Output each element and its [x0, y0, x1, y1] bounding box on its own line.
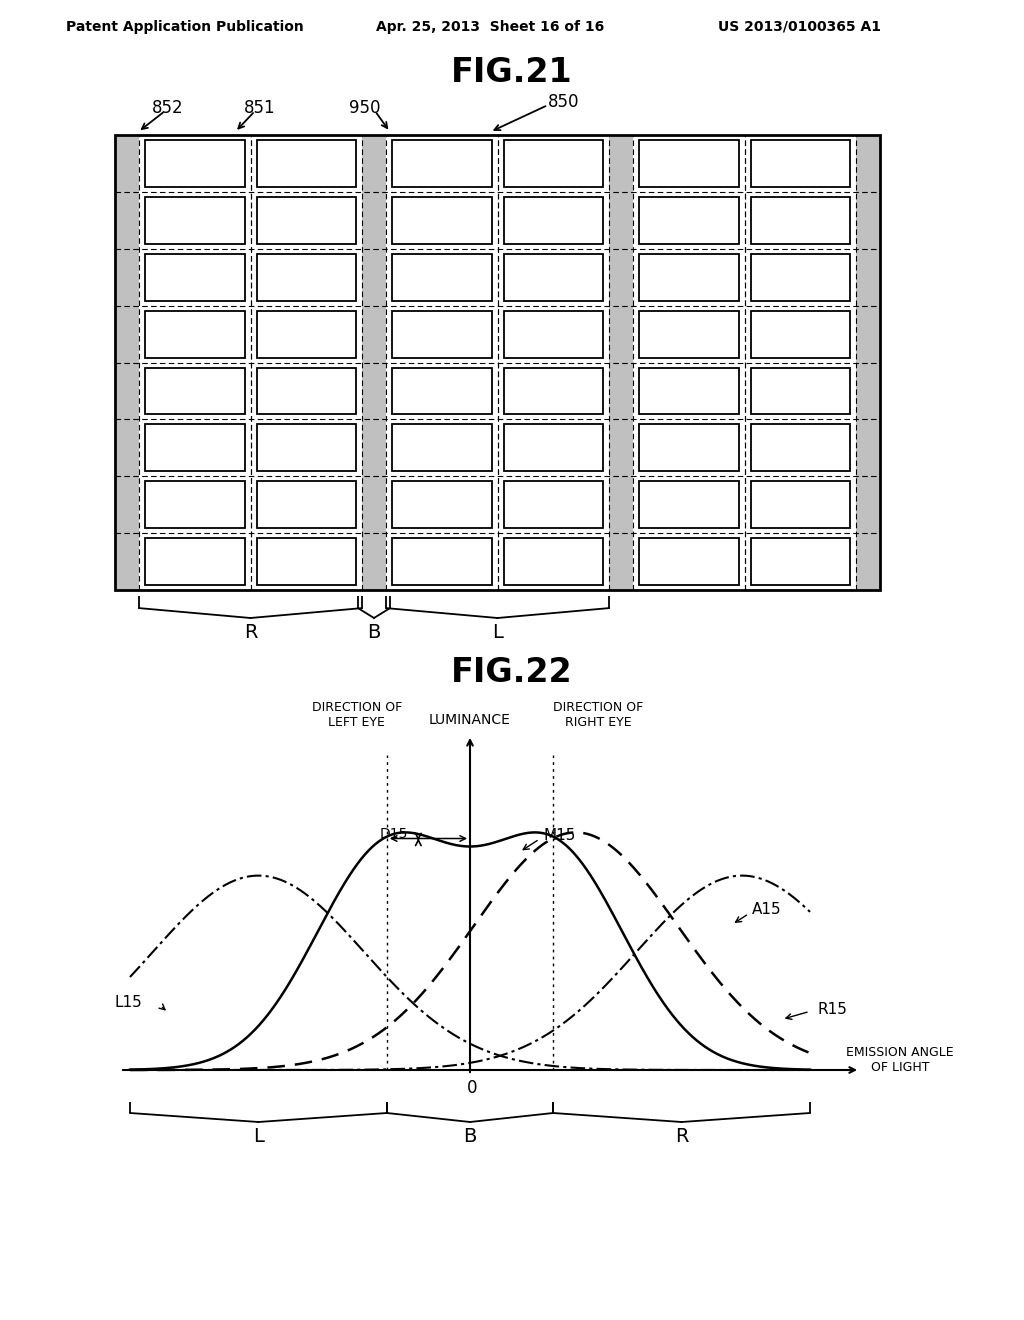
Text: B: B — [463, 1127, 477, 1147]
Bar — [145, 367, 245, 414]
Text: M15: M15 — [544, 829, 575, 843]
Bar — [504, 424, 603, 471]
Text: B: B — [368, 623, 381, 642]
Bar — [751, 140, 850, 187]
Bar — [639, 140, 738, 187]
Bar — [145, 140, 245, 187]
Bar — [256, 253, 356, 301]
Text: 851: 851 — [244, 99, 275, 117]
Bar — [504, 253, 603, 301]
Bar — [504, 197, 603, 244]
Bar — [639, 310, 738, 358]
Text: LUMINANCE: LUMINANCE — [429, 713, 511, 727]
Text: DIRECTION OF
RIGHT EYE: DIRECTION OF RIGHT EYE — [553, 701, 643, 729]
Text: R: R — [244, 623, 257, 642]
Text: R: R — [675, 1127, 688, 1147]
Text: L: L — [493, 623, 503, 642]
Bar — [504, 140, 603, 187]
Text: FIG.21: FIG.21 — [452, 55, 572, 88]
Bar — [256, 424, 356, 471]
Text: D15: D15 — [380, 828, 409, 841]
Bar — [639, 253, 738, 301]
Text: L15: L15 — [115, 995, 142, 1010]
Text: Patent Application Publication: Patent Application Publication — [67, 20, 304, 34]
Text: US 2013/0100365 A1: US 2013/0100365 A1 — [719, 20, 882, 34]
Bar — [145, 310, 245, 358]
Bar — [145, 482, 245, 528]
Bar — [751, 367, 850, 414]
Bar — [145, 197, 245, 244]
Bar — [145, 539, 245, 585]
Text: L: L — [253, 1127, 264, 1147]
Text: Apr. 25, 2013  Sheet 16 of 16: Apr. 25, 2013 Sheet 16 of 16 — [376, 20, 604, 34]
Bar — [145, 424, 245, 471]
Bar — [639, 482, 738, 528]
Bar — [504, 482, 603, 528]
Text: 950: 950 — [349, 99, 381, 117]
Bar — [751, 424, 850, 471]
Text: FIG.22: FIG.22 — [452, 656, 572, 689]
Bar — [145, 253, 245, 301]
Bar — [392, 482, 492, 528]
Bar — [504, 539, 603, 585]
Bar — [751, 197, 850, 244]
Bar — [504, 367, 603, 414]
Bar — [392, 140, 492, 187]
Bar — [362, 135, 386, 590]
Bar — [609, 135, 633, 590]
Bar — [115, 135, 139, 590]
Bar — [392, 424, 492, 471]
Bar — [256, 140, 356, 187]
Bar — [256, 539, 356, 585]
Text: DIRECTION OF
LEFT EYE: DIRECTION OF LEFT EYE — [311, 701, 402, 729]
Bar — [639, 539, 738, 585]
Bar — [115, 135, 880, 590]
Bar — [504, 310, 603, 358]
Bar — [751, 310, 850, 358]
Bar — [856, 135, 880, 590]
Bar — [392, 197, 492, 244]
Bar — [256, 367, 356, 414]
Bar — [392, 253, 492, 301]
Bar — [256, 482, 356, 528]
Bar — [392, 367, 492, 414]
Bar — [392, 539, 492, 585]
Text: 852: 852 — [153, 99, 184, 117]
Bar — [751, 253, 850, 301]
Bar — [751, 539, 850, 585]
Bar — [639, 367, 738, 414]
Bar — [392, 310, 492, 358]
Bar — [639, 197, 738, 244]
Bar — [639, 424, 738, 471]
Text: EMISSION ANGLE
OF LIGHT: EMISSION ANGLE OF LIGHT — [846, 1045, 953, 1074]
Text: R15: R15 — [818, 1002, 848, 1016]
Text: A15: A15 — [752, 902, 781, 917]
Text: 0: 0 — [467, 1078, 477, 1097]
Bar — [256, 310, 356, 358]
Bar — [751, 482, 850, 528]
Bar — [256, 197, 356, 244]
Text: 850: 850 — [548, 92, 580, 111]
